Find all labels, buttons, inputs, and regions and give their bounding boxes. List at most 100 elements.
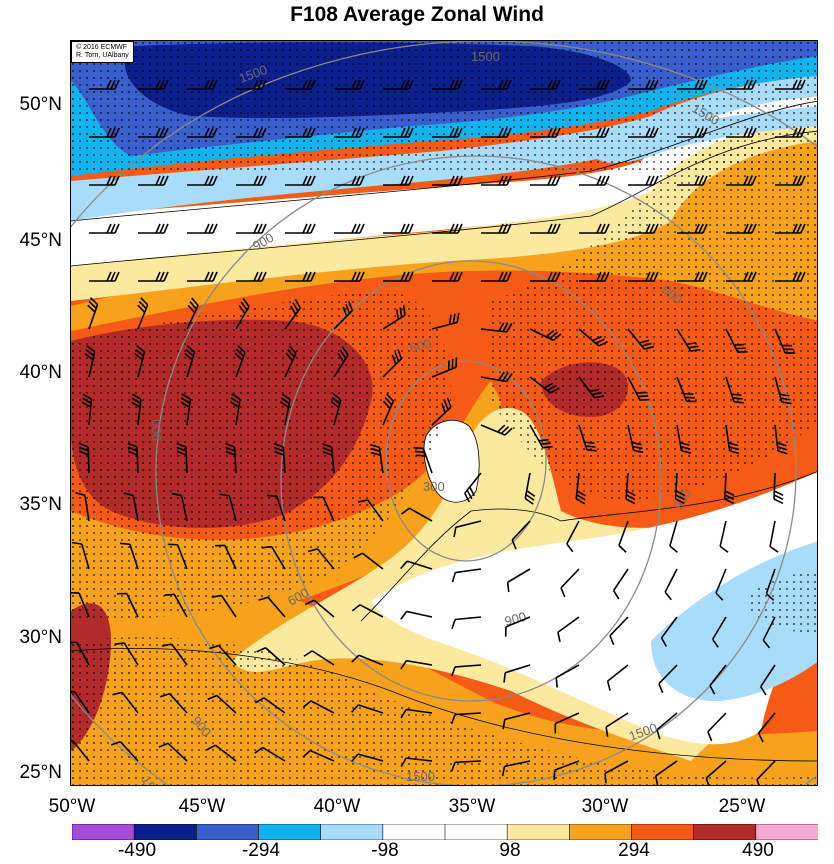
wind-barb	[330, 393, 342, 426]
lat-label: 50°N	[19, 94, 62, 115]
wind-barb	[660, 616, 678, 647]
wind-barb	[676, 328, 701, 352]
wind-barb	[184, 345, 196, 378]
wind-barb	[254, 697, 286, 714]
wind-barb	[71, 690, 90, 714]
wind-barb	[605, 712, 629, 737]
wind-barb	[71, 541, 90, 570]
wind-barb	[726, 271, 757, 282]
wind-barb	[711, 616, 727, 648]
wind-barb	[285, 175, 316, 186]
wind-barb	[606, 664, 629, 691]
wind-barb	[554, 712, 580, 734]
wind-barb	[413, 446, 433, 474]
wind-barb	[677, 79, 708, 90]
wind-barb	[114, 642, 139, 666]
wind-barb	[334, 127, 365, 138]
wind-barb	[164, 593, 188, 618]
wind-barb	[71, 591, 90, 618]
wind-barb	[119, 542, 139, 570]
wind-barb	[254, 746, 286, 762]
wind-barb	[112, 691, 139, 714]
wind-barb	[171, 492, 188, 522]
wind-barb	[658, 664, 678, 694]
wind-barb	[235, 298, 250, 330]
wind-barb	[432, 223, 463, 234]
wind-barb	[116, 592, 139, 618]
wind-barb	[705, 760, 727, 785]
lon-label: 35°W	[448, 796, 496, 817]
lon-label: 30°W	[581, 796, 629, 817]
wind-barb	[383, 127, 414, 138]
wind-barb	[334, 271, 365, 282]
wind-barb	[530, 79, 561, 90]
wind-barb	[382, 305, 406, 330]
wind-barb	[236, 175, 267, 186]
wind-barb	[431, 397, 452, 426]
wind-barb	[524, 472, 536, 505]
wind-barb	[450, 760, 482, 772]
wind-barb	[383, 271, 414, 282]
wind-barb	[334, 223, 365, 234]
wind-barb	[674, 472, 686, 505]
lat-label: 35°N	[19, 494, 62, 515]
wind-barb	[774, 424, 788, 455]
wind-barb	[89, 175, 120, 186]
wind-barb	[285, 223, 316, 234]
wind-barb	[285, 271, 316, 282]
wind-barb	[383, 79, 414, 90]
wind-barb	[400, 610, 433, 620]
wind-barb	[480, 322, 513, 333]
wind-barb	[612, 568, 629, 600]
wind-barb	[400, 659, 433, 670]
wind-barb	[774, 376, 792, 405]
contour-900	[155, 155, 797, 785]
wind-barb	[669, 520, 678, 553]
wind-barb	[187, 127, 218, 138]
colorbar-label: -490	[117, 840, 157, 861]
wind-barb	[664, 568, 678, 601]
stipple-jet-west	[71, 290, 451, 621]
wind-barb	[303, 650, 335, 666]
credit-line-1: © 2016 ECMWF	[76, 44, 128, 51]
wind-barb	[775, 175, 806, 186]
wind-barb	[450, 712, 482, 725]
wind-barb	[775, 223, 806, 234]
wind-barb	[383, 223, 414, 234]
contour-label: 1500	[471, 49, 500, 64]
colorbar-cell	[72, 824, 135, 840]
wind-barb	[464, 472, 482, 503]
lat-label: 30°N	[19, 627, 62, 648]
wind-barb	[579, 271, 610, 282]
wind-barb	[725, 328, 748, 353]
wind-barb	[480, 424, 513, 436]
wind-barb	[87, 297, 99, 330]
wind-barb	[453, 520, 482, 538]
wind-barb	[127, 442, 139, 474]
wind-barb	[579, 175, 610, 186]
colorbar-cell	[569, 824, 633, 840]
wind-barb	[351, 753, 384, 763]
wind-barb	[481, 175, 512, 186]
wind-barb	[89, 79, 120, 90]
wind-barb	[131, 393, 142, 426]
wind-barb	[159, 692, 188, 714]
wind-barb	[555, 664, 580, 688]
wind-barb	[167, 543, 188, 570]
wind-barb	[628, 271, 659, 282]
wind-barb	[529, 424, 553, 449]
wind-barb	[138, 271, 169, 282]
wind-barb	[134, 345, 146, 378]
wind-barb	[187, 223, 218, 234]
wind-barb	[481, 223, 512, 234]
wind-barb	[187, 271, 218, 282]
wind-barb	[209, 644, 237, 666]
wind-barb	[625, 472, 636, 505]
wind-barb	[284, 299, 302, 330]
wind-barb	[273, 442, 286, 474]
wind-barb	[676, 424, 692, 454]
contour-label: 900	[503, 609, 528, 629]
wind-barb	[351, 654, 384, 666]
wind-barb	[677, 271, 708, 282]
wind-barb	[775, 127, 806, 138]
